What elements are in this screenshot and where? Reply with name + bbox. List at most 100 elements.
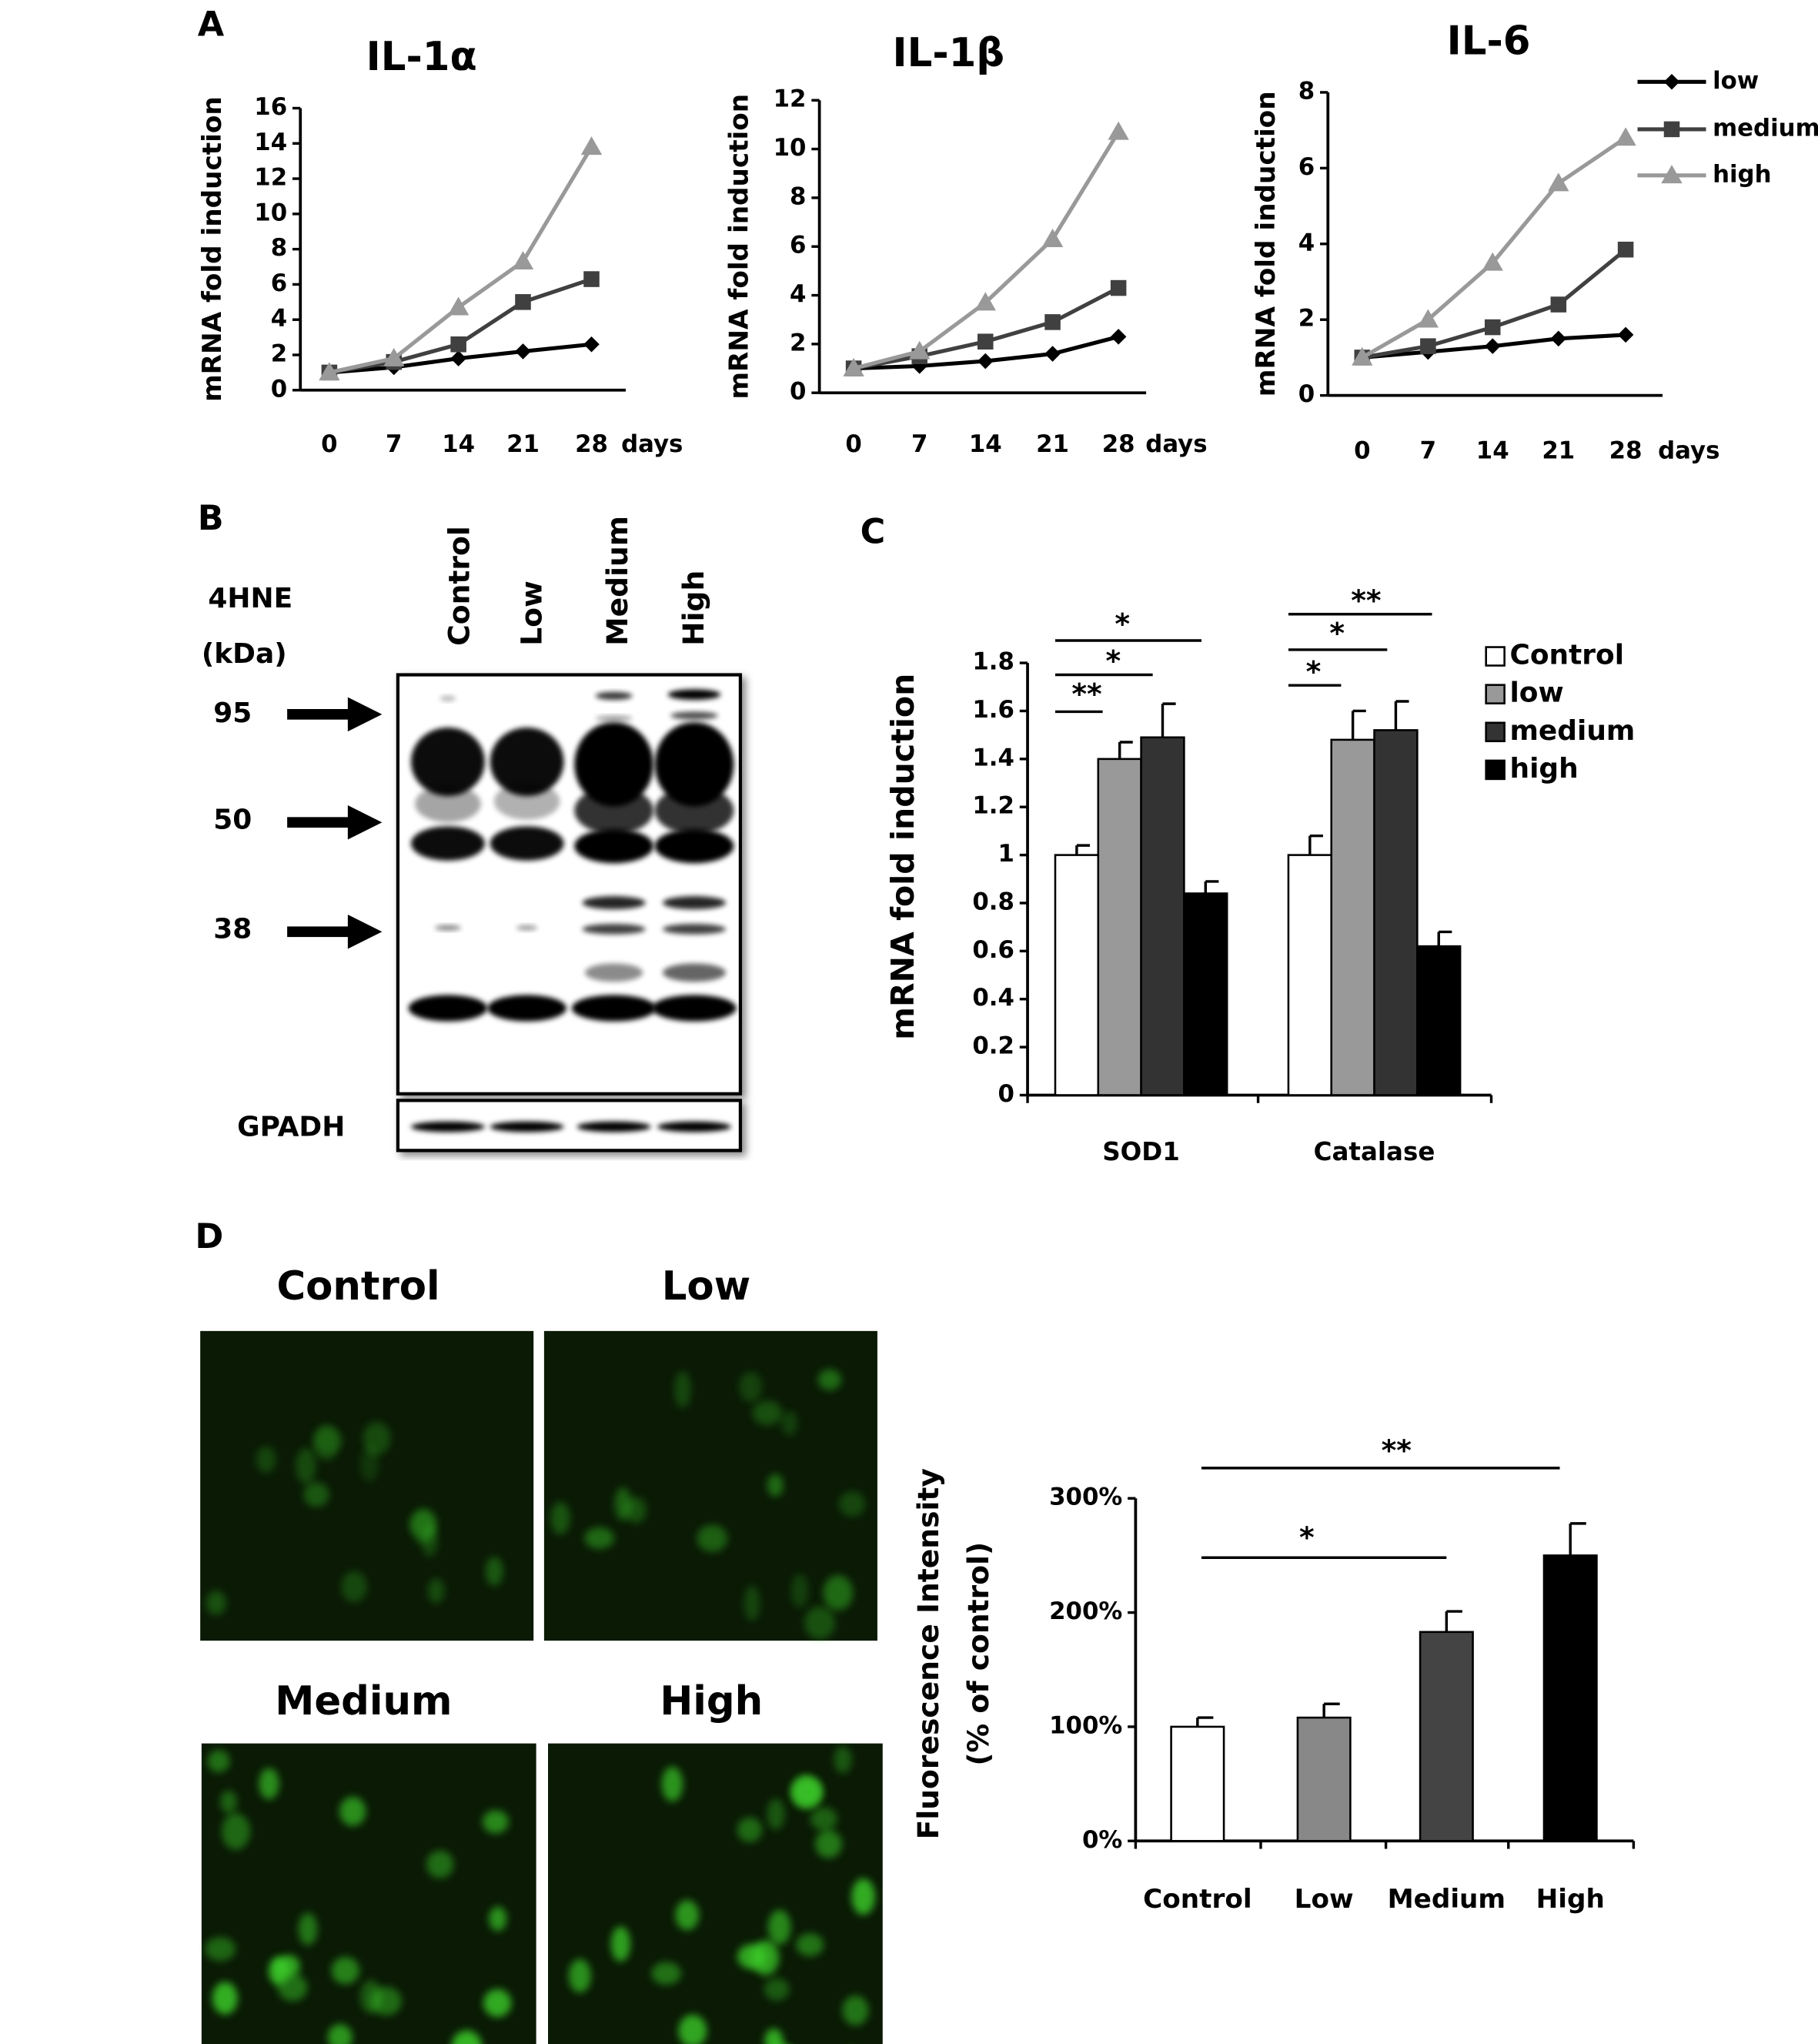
y-tick-label: 1.2: [972, 792, 1014, 820]
nucleus: [303, 1482, 329, 1507]
panel-label: D: [195, 1217, 223, 1256]
lane-label: Control: [443, 526, 476, 646]
bar: [1183, 892, 1228, 1096]
legend-label: high: [1509, 753, 1578, 784]
blot-band: [595, 691, 633, 701]
nucleus: [296, 1447, 316, 1484]
nucleus: [206, 1591, 226, 1615]
x-tick-label: 7: [911, 430, 927, 458]
nucleus: [838, 1491, 866, 1517]
blot-band: [571, 995, 657, 1022]
bar: [1097, 758, 1142, 1096]
nucleus: [737, 1817, 763, 1843]
loading-band: [657, 1121, 731, 1132]
blot-band: [415, 785, 481, 823]
micrographs: Control Low Medium High: [200, 1263, 883, 2044]
x-tick-label: 14: [969, 430, 1002, 458]
blot-band: [667, 689, 721, 701]
image-label: Low: [662, 1263, 750, 1310]
bar: [1170, 1725, 1225, 1842]
y-tick-label: 2: [271, 340, 287, 368]
blot-band: [493, 782, 560, 820]
blot-unit: (kDa): [202, 638, 287, 670]
nucleus: [451, 2030, 482, 2044]
blot-band: [662, 896, 727, 910]
y-tick-label: 0%: [1082, 1826, 1122, 1854]
legend-label: medium: [1713, 114, 1818, 142]
point: [1484, 319, 1501, 336]
point: [1417, 309, 1439, 328]
y-tick-label: 100%: [1049, 1711, 1122, 1739]
significance-label: **: [1071, 677, 1101, 711]
arrow: [347, 697, 383, 732]
y-tick-label: 2: [1298, 305, 1315, 333]
y-tick-label: 0.2: [972, 1032, 1014, 1060]
nucleus: [269, 1956, 289, 1985]
blot-band: [408, 995, 488, 1022]
point: [447, 296, 470, 316]
nucleus: [810, 1807, 838, 1831]
y-axis-label: mRNA fold induction: [197, 96, 228, 402]
y-tick-label: 0: [1298, 380, 1315, 408]
y-tick-label: 1.8: [972, 648, 1014, 676]
significance-label: **: [1382, 1433, 1412, 1467]
arrow: [347, 915, 383, 949]
point: [1044, 346, 1061, 362]
micrograph: [548, 1743, 883, 2044]
legend-marker: [1663, 74, 1680, 90]
nucleus: [427, 1577, 445, 1604]
y-axis-label: mRNA fold induction: [884, 674, 921, 1040]
y-tick-label: 16: [254, 93, 287, 121]
nucleus: [339, 1796, 366, 1826]
blot-marker: 95: [213, 698, 252, 729]
x-tick-label: 28: [1609, 437, 1643, 465]
x-tick-label: 0: [845, 430, 861, 458]
y-tick-label: 10: [774, 134, 807, 162]
nucleus: [651, 1962, 681, 1985]
y-tick-label: 4: [271, 305, 287, 333]
blot-band: [574, 722, 653, 807]
nucleus: [834, 1745, 852, 1774]
panel-label: B: [198, 499, 224, 538]
nucleus: [764, 1978, 790, 2001]
y-tick-label: 4: [1298, 229, 1315, 256]
nucleus: [815, 1830, 842, 1858]
point: [512, 250, 534, 269]
y-tick-label: 6: [1298, 153, 1315, 181]
panel-labels: A B C D: [195, 5, 885, 1256]
x-tick-label: 21: [1036, 430, 1069, 458]
lane-label: Medium: [600, 516, 634, 646]
nucleus: [661, 1766, 683, 1802]
nucleus: [767, 1909, 791, 1945]
y-tick-label: 14: [254, 129, 287, 156]
nucleus: [221, 1813, 251, 1850]
significance-label: *: [1306, 654, 1322, 688]
y-tick-label: 4: [790, 280, 806, 308]
nucleus: [610, 1926, 631, 1962]
blot-band: [574, 786, 653, 835]
point: [978, 333, 994, 350]
point: [319, 362, 340, 381]
nucleus: [737, 1944, 767, 1969]
x-tick-label: Control: [1143, 1884, 1252, 1915]
significance-label: *: [1329, 617, 1345, 651]
blot-band: [582, 923, 646, 935]
loading-label: GPADH: [237, 1111, 345, 1142]
significance-label: **: [1351, 584, 1381, 617]
image-label: High: [660, 1678, 763, 1725]
bar: [1330, 738, 1375, 1096]
point: [1617, 326, 1634, 343]
point: [580, 136, 603, 156]
nucleus: [817, 1369, 842, 1390]
lane-label: High: [677, 570, 710, 646]
nucleus: [851, 1878, 875, 1915]
nucleus: [697, 1524, 728, 1553]
blot-band: [595, 715, 633, 721]
legend-label: medium: [1509, 715, 1635, 747]
nucleus: [739, 1371, 763, 1403]
point: [1482, 252, 1503, 271]
blot-band: [490, 727, 564, 796]
nucleus: [804, 1606, 836, 1640]
point: [909, 340, 931, 360]
